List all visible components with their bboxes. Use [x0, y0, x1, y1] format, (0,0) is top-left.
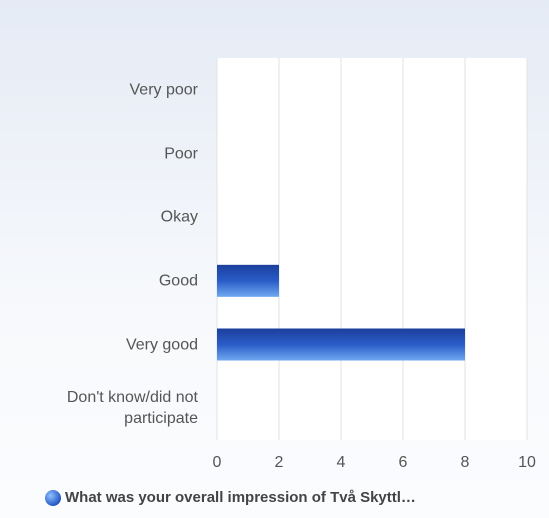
plot-area	[217, 58, 527, 440]
y-tick-label: Poor	[164, 145, 198, 162]
x-tick-label: 4	[337, 454, 346, 471]
x-tick-label: 10	[518, 454, 536, 471]
x-tick-label: 6	[399, 454, 408, 471]
y-tick-label: Don't know/did not participate	[66, 389, 198, 428]
y-tick-label: Very good	[125, 336, 198, 353]
y-tick-label: Okay	[160, 208, 198, 226]
bar	[217, 264, 279, 297]
legend-marker	[45, 490, 61, 506]
x-tick-label: 0	[213, 454, 222, 471]
y-tick-label: Very poor	[129, 81, 198, 99]
legend-label: What was your overall impression of Två …	[65, 489, 416, 506]
y-tick-label: Good	[158, 272, 198, 290]
x-tick-label: 8	[461, 454, 470, 471]
bar	[217, 328, 465, 361]
x-tick-label: 2	[275, 454, 284, 471]
